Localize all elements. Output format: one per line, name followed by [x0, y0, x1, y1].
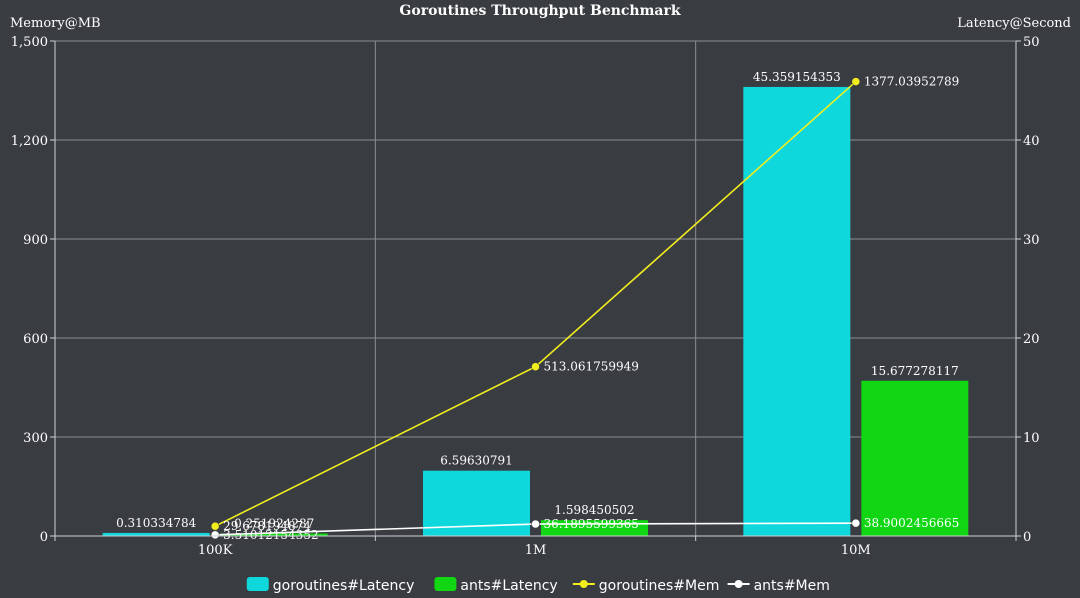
right-axis-title: Latency@Second [957, 16, 1071, 31]
x-axis-tick-label: 100K [198, 543, 233, 558]
left-axis-tick-label: 300 [23, 431, 48, 446]
right-axis-tick-label: 40 [1023, 134, 1040, 149]
left-axis-tick-label: 0 [40, 530, 48, 545]
x-axis-tick-label: 1M [525, 543, 547, 558]
bars [102, 86, 969, 537]
left-axis-tick-label: 900 [23, 233, 48, 248]
line-value-label: 36.1895599365 [544, 517, 639, 531]
axes: 0 300 600 900 1,200 1,500 0 10 20 30 40 50 100K 1M 10M [11, 35, 1040, 558]
bar-goroutines-latency [743, 86, 851, 537]
right-axis-tick-label: 10 [1023, 431, 1040, 446]
line-point [531, 519, 540, 529]
bar-value-label: 6.59630791 [440, 454, 513, 468]
bar-value-label: 15.677278117 [871, 364, 959, 378]
line-value-label: 1377.03952789 [864, 75, 959, 89]
line-point [851, 77, 861, 86]
legend-label: ants#Latency [460, 578, 557, 594]
legend-label: ants#Mem [754, 578, 830, 594]
x-axis-tick-label: 10M [841, 543, 871, 558]
line-value-label: 38.9002456665 [864, 516, 959, 530]
legend-label: goroutines#Mem [599, 578, 720, 594]
bar-value-label: 45.359154353 [753, 70, 841, 84]
line-point [210, 530, 220, 540]
right-axis-tick-label: 20 [1023, 332, 1040, 347]
lines [210, 77, 861, 540]
chart-title: Goroutines Throughput Benchmark [399, 3, 680, 19]
legend-item[interactable]: ants#Mem [727, 578, 830, 594]
bar-goroutines-latency [102, 532, 210, 536]
line-point [210, 521, 220, 531]
legend-swatch [434, 577, 457, 591]
legend-label: goroutines#Latency [273, 578, 415, 594]
right-axis-tick-label: 30 [1023, 233, 1040, 248]
bar-value-label: 1.598450502 [554, 503, 634, 517]
legend-item[interactable]: ants#Latency [434, 577, 558, 594]
line-point [531, 362, 540, 371]
legend-swatch [246, 577, 269, 591]
left-axis-tick-label: 1,500 [11, 35, 48, 50]
line-value-label: 29.678194874 [223, 519, 311, 533]
bar-ants-latency [220, 533, 328, 536]
line-point [851, 518, 861, 528]
line-value-label: 513.061759949 [544, 360, 639, 374]
right-axis-tick-label: 50 [1023, 35, 1040, 50]
legend-swatch-marker [579, 580, 588, 588]
legend[interactable]: goroutines#Latency ants#Latency goroutines… [246, 577, 830, 594]
right-axis-tick-label: 0 [1023, 530, 1031, 545]
data-labels: 0.310334784 6.59630791 45.359154353 0.25192… [116, 70, 959, 542]
bar-value-label: 0.251924287 [234, 517, 314, 531]
bar-ants-latency [861, 380, 969, 536]
legend-swatch-marker [734, 580, 743, 588]
legend-item[interactable]: goroutines#Latency [246, 577, 415, 594]
legend-item[interactable]: goroutines#Mem [572, 578, 720, 594]
left-axis-title: Memory@MB [10, 16, 101, 31]
bar-value-label: 0.310334784 [116, 516, 197, 530]
line-value-label: 3.51012154352 [223, 528, 318, 542]
left-axis-tick-label: 1,200 [11, 134, 48, 149]
left-axis-tick-label: 600 [23, 332, 48, 347]
